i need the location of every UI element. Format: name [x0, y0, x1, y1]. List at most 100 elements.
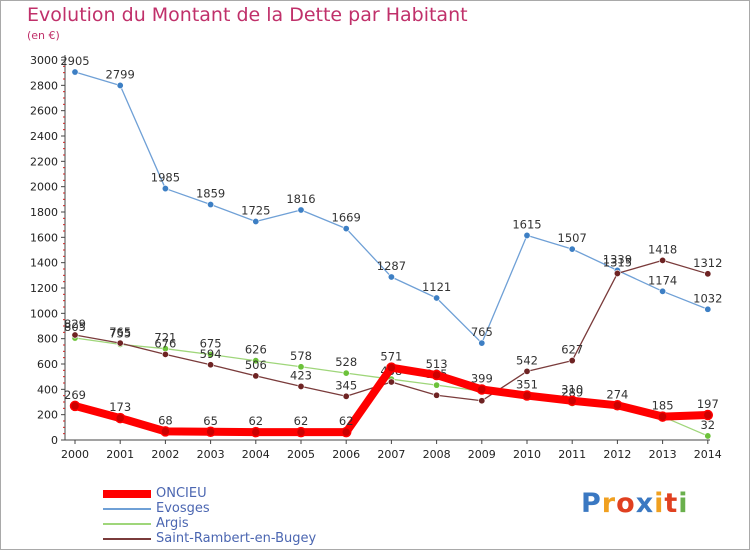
data-label-evosges: 1725 — [241, 204, 270, 218]
data-point-oncieu — [295, 426, 307, 438]
data-point-oncieu — [205, 426, 216, 438]
y-tick-label: 0 — [51, 434, 58, 447]
x-tick-label: 2009 — [468, 448, 496, 461]
data-point-argis — [252, 357, 260, 365]
data-point-saint-rambert-en-bugey — [659, 256, 667, 264]
data-point-argis — [297, 363, 305, 371]
data-label-oncieu: 68 — [158, 413, 173, 427]
data-point-saint-rambert-en-bugey — [523, 367, 531, 375]
y-tick-label: 200 — [37, 409, 58, 422]
data-point-evosges — [433, 294, 441, 302]
data-label-evosges: 1339 — [603, 252, 632, 266]
data-label-oncieu: 62 — [339, 414, 354, 428]
legend-label-argis: Argis — [156, 516, 189, 531]
data-point-evosges — [252, 218, 260, 226]
x-tick-label: 2012 — [603, 448, 631, 461]
data-point-oncieu — [612, 400, 623, 411]
data-point-saint-rambert-en-bugey — [161, 350, 169, 358]
data-label-evosges: 2799 — [106, 67, 135, 81]
data-label-saint-rambert-en-bugey: 676 — [154, 336, 176, 350]
data-label-oncieu: 571 — [380, 350, 402, 364]
data-label-argis: 626 — [245, 343, 267, 357]
data-label-oncieu: 310 — [561, 383, 583, 397]
data-label-evosges: 765 — [471, 325, 493, 339]
data-label-saint-rambert-en-bugey: 1418 — [648, 242, 677, 256]
data-label-saint-rambert-en-bugey: 765 — [109, 325, 131, 339]
data-point-saint-rambert-en-bugey — [704, 270, 712, 278]
data-label-oncieu: 62 — [248, 414, 263, 428]
data-label-evosges: 2905 — [60, 54, 89, 68]
y-tick-label: 2600 — [30, 105, 58, 118]
logo-letter: P — [581, 488, 602, 519]
x-tick-label: 2007 — [377, 448, 405, 461]
data-label-argis: 675 — [200, 337, 222, 351]
legend-swatch-oncieu — [103, 490, 151, 498]
logo-letter: o — [616, 488, 636, 519]
y-tick-label: 1200 — [30, 282, 58, 295]
data-label-oncieu: 399 — [471, 371, 493, 385]
x-tick-label: 2008 — [423, 448, 451, 461]
data-point-evosges — [704, 305, 712, 313]
data-label-argis: 32 — [700, 418, 715, 432]
data-label-oncieu: 65 — [203, 414, 218, 428]
data-point-saint-rambert-en-bugey — [116, 339, 124, 347]
y-tick-label: 2000 — [30, 181, 58, 194]
data-label-saint-rambert-en-bugey: 627 — [561, 343, 583, 357]
data-point-oncieu — [476, 384, 488, 395]
data-point-evosges — [71, 68, 79, 76]
data-point-saint-rambert-en-bugey — [71, 331, 79, 339]
data-point-oncieu — [69, 400, 81, 412]
data-label-oncieu: 269 — [64, 388, 86, 402]
data-point-oncieu — [160, 426, 171, 437]
data-label-evosges: 1174 — [648, 273, 677, 287]
data-point-saint-rambert-en-bugey — [342, 392, 350, 400]
data-point-oncieu — [386, 362, 397, 373]
y-tick-label: 2400 — [30, 130, 58, 143]
data-point-saint-rambert-en-bugey — [297, 382, 305, 390]
data-label-argis: 755 — [109, 326, 131, 340]
y-tick-label: 2200 — [30, 155, 58, 168]
data-point-saint-rambert-en-bugey — [568, 357, 576, 365]
x-tick-label: 2014 — [694, 448, 722, 461]
logo-letter: r — [601, 488, 617, 519]
y-tick-label: 400 — [37, 383, 58, 396]
data-label-saint-rambert-en-bugey: 1312 — [693, 256, 722, 270]
data-label-argis: 528 — [335, 355, 357, 369]
data-point-oncieu — [431, 369, 442, 381]
logo-letter: x — [635, 488, 655, 519]
x-tick-label: 2010 — [513, 448, 541, 461]
data-label-saint-rambert-en-bugey: 542 — [516, 353, 538, 367]
x-tick-label: 2001 — [106, 448, 134, 461]
y-tick-label: 3000 — [30, 54, 58, 67]
data-point-oncieu — [702, 409, 714, 421]
chart-subtitle: (en €) — [27, 29, 60, 42]
data-point-oncieu — [250, 426, 262, 438]
data-point-oncieu — [657, 411, 668, 422]
data-point-oncieu — [566, 395, 578, 406]
data-label-evosges: 1985 — [151, 171, 180, 185]
data-label-oncieu: 197 — [697, 397, 719, 411]
data-label-evosges: 1287 — [377, 259, 406, 273]
logo-letter: i — [654, 488, 665, 519]
data-label-saint-rambert-en-bugey: 1315 — [603, 255, 632, 269]
data-point-evosges — [297, 206, 305, 214]
y-tick-label: 600 — [37, 358, 58, 371]
data-point-oncieu — [521, 390, 533, 401]
data-point-evosges — [387, 273, 395, 281]
data-point-evosges — [161, 185, 169, 193]
x-tick-label: 2011 — [558, 448, 586, 461]
data-point-evosges — [207, 201, 215, 209]
data-label-evosges: 1032 — [693, 291, 722, 305]
data-label-saint-rambert-en-bugey: 345 — [335, 378, 357, 392]
data-label-evosges: 1615 — [512, 217, 541, 231]
x-tick-label: 2002 — [151, 448, 179, 461]
data-label-oncieu: 513 — [426, 357, 448, 371]
data-label-oncieu: 185 — [652, 399, 674, 413]
data-point-evosges — [478, 339, 486, 347]
data-point-saint-rambert-en-bugey — [252, 372, 260, 380]
data-label-argis: 805 — [64, 320, 86, 334]
data-label-argis: 351 — [516, 378, 538, 392]
x-tick-label: 2003 — [197, 448, 225, 461]
data-point-argis — [704, 432, 712, 440]
data-point-saint-rambert-en-bugey — [433, 391, 441, 399]
